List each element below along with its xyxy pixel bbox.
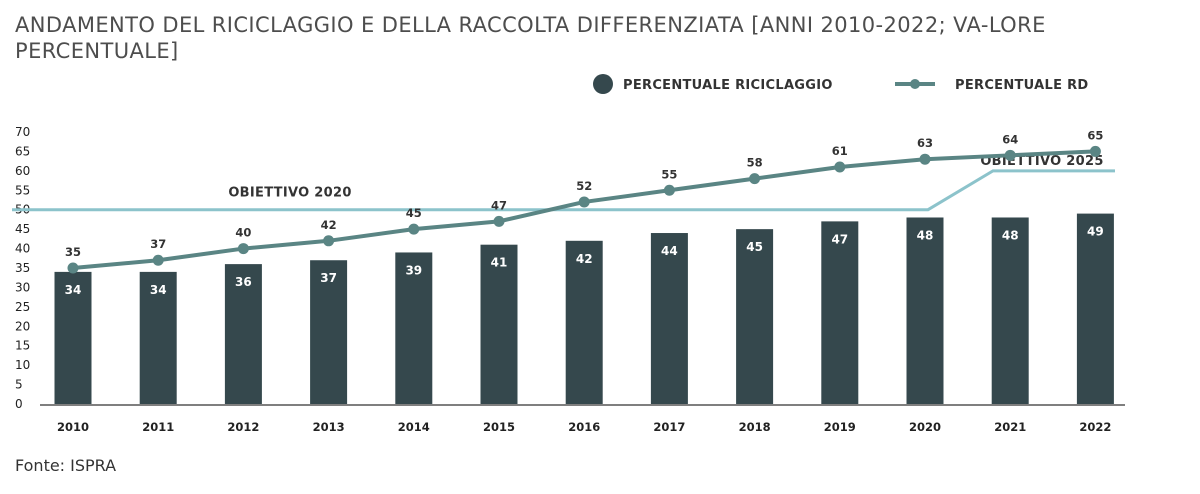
x-tick-label: 2011: [142, 420, 174, 434]
bar-series: 34 34 36 37 39 41 42 44 45 47 48 48 49: [54, 213, 1114, 404]
bar-value-label: 45: [746, 240, 763, 254]
bar-value-label: 44: [661, 244, 678, 258]
line-point: [152, 254, 164, 266]
line-point: [237, 243, 249, 255]
line-point: [663, 184, 675, 196]
legend-line-dot: [910, 79, 920, 89]
y-tick-label: 15: [15, 339, 30, 353]
line-value-label: 58: [747, 156, 763, 170]
bar: [650, 233, 688, 404]
x-tick-label: 2019: [824, 420, 856, 434]
bar: [139, 271, 177, 404]
bar: [224, 264, 262, 404]
x-axis: 2010 2011 2012 2013 2014 2015 2016 2017 2018 2019…: [40, 404, 1125, 434]
x-tick-label: 2017: [653, 420, 685, 434]
line-point: [749, 173, 761, 185]
line-value-label: 52: [576, 179, 592, 193]
legend-bar-marker: [593, 74, 613, 94]
legend: PERCENTUALE RICICLAGGIO PERCENTUALE RD: [593, 74, 1089, 94]
x-tick-label: 2015: [483, 420, 515, 434]
y-tick-label: 45: [15, 222, 30, 236]
line-value-label: 42: [321, 218, 337, 232]
line-value-label: 55: [661, 167, 677, 181]
x-tick-label: 2016: [568, 420, 600, 434]
x-tick-label: 2022: [1079, 420, 1111, 434]
y-tick-label: 35: [15, 261, 30, 275]
bar: [565, 240, 603, 404]
bar-value-label: 39: [405, 263, 422, 277]
bar-value-label: 37: [320, 271, 337, 285]
bar: [821, 221, 859, 404]
x-tick-label: 2020: [909, 420, 941, 434]
y-tick-label: 65: [15, 144, 30, 158]
line-series: 35 37 40 42 45 47 52 55 58 61 63 64 65: [65, 128, 1103, 274]
x-tick-label: 2014: [398, 420, 430, 434]
line-value-label: 63: [917, 136, 933, 150]
bar: [395, 252, 433, 404]
bar-value-label: 34: [65, 283, 82, 297]
line-point: [919, 153, 931, 165]
x-tick-label: 2010: [57, 420, 89, 434]
y-tick-label: 5: [15, 378, 23, 392]
line-point: [67, 262, 79, 274]
legend-line-label: PERCENTUALE RD: [955, 78, 1089, 93]
chart-title: ANDAMENTO DEL RICICLAGGIO E DELLA RACCOL…: [15, 13, 1046, 63]
line-value-label: 65: [1087, 128, 1103, 142]
line-value-label: 37: [150, 237, 166, 251]
line-point: [1004, 149, 1016, 161]
line-point: [493, 215, 505, 227]
bar-value-label: 48: [1002, 228, 1019, 242]
bar-value-label: 34: [150, 283, 167, 297]
bar: [1076, 213, 1114, 404]
bar: [310, 260, 348, 404]
y-tick-label: 20: [15, 319, 30, 333]
bar-value-label: 48: [917, 228, 934, 242]
y-tick-label: 55: [15, 183, 30, 197]
x-tick-label: 2018: [739, 420, 771, 434]
y-tick-label: 60: [15, 164, 30, 178]
target-line: [12, 169, 1115, 212]
bar: [736, 229, 774, 404]
bar: [54, 271, 92, 404]
x-tick-label: 2012: [227, 420, 259, 434]
y-tick-label: 25: [15, 300, 30, 314]
line-value-label: 61: [832, 144, 848, 158]
line-value-label: 47: [491, 198, 507, 212]
legend-bar-label: PERCENTUALE RICICLAGGIO: [623, 78, 833, 93]
line-point: [578, 196, 590, 208]
bar-value-label: 42: [576, 252, 593, 266]
bar-value-label: 47: [831, 232, 848, 246]
x-tick-label: 2013: [313, 420, 345, 434]
line-point: [834, 161, 846, 173]
source-note: Fonte: ISPRA: [15, 456, 117, 475]
x-tick-label: 2021: [994, 420, 1026, 434]
bar-value-label: 49: [1087, 225, 1104, 239]
line-value-label: 45: [406, 206, 422, 220]
line-point: [323, 235, 335, 247]
y-tick-label: 0: [15, 397, 23, 411]
line-value-label: 40: [235, 226, 251, 240]
target-2020-label: OBIETTIVO 2020: [228, 186, 351, 201]
bar: [991, 217, 1029, 404]
bar-value-label: 36: [235, 275, 252, 289]
line-point: [408, 223, 420, 235]
bar: [480, 244, 518, 404]
y-tick-label: 30: [15, 280, 30, 294]
y-tick-label: 40: [15, 242, 30, 256]
line-point: [1089, 145, 1101, 157]
y-tick-label: 10: [15, 358, 30, 372]
line-value-label: 35: [65, 245, 81, 259]
y-tick-label: 70: [15, 125, 30, 139]
bar-value-label: 41: [491, 256, 508, 270]
line-value-label: 64: [1002, 132, 1018, 146]
bar: [906, 217, 944, 404]
